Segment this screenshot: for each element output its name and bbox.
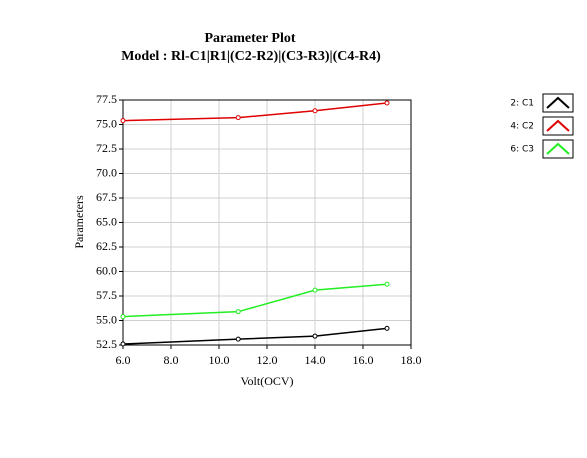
data-point — [120, 341, 126, 347]
data-point — [120, 118, 126, 124]
y-tick-label: 75.0 — [96, 116, 117, 130]
legend-label: 6: C3 — [510, 145, 534, 155]
y-tick-label: 72.5 — [96, 141, 117, 155]
x-tick-label: 18.0 — [401, 353, 422, 367]
y-tick-label: 77.5 — [96, 92, 117, 106]
legend-box — [542, 139, 574, 159]
data-point — [235, 309, 241, 315]
legend-box — [542, 93, 574, 113]
data-point — [312, 108, 318, 114]
data-point — [235, 115, 241, 121]
data-point — [235, 336, 241, 342]
series-line — [122, 283, 388, 318]
y-tick-label: 67.5 — [96, 190, 117, 204]
data-point — [384, 281, 390, 287]
y-tick-label: 62.5 — [96, 239, 117, 253]
y-tick-label: 55.0 — [96, 312, 117, 326]
x-tick-label: 6.0 — [116, 353, 131, 367]
legend-label: 2: C1 — [510, 99, 534, 109]
y-tick-label: 52.5 — [96, 337, 117, 351]
x-tick-label: 8.0 — [164, 353, 179, 367]
legend-swatch — [546, 119, 570, 132]
data-point — [312, 333, 318, 339]
legend-box — [542, 116, 574, 136]
data-point — [120, 314, 126, 320]
series-line — [122, 102, 388, 122]
x-tick-label: 16.0 — [353, 353, 374, 367]
x-tick-label: 12.0 — [257, 353, 278, 367]
legend-swatch — [546, 96, 570, 109]
y-axis-label: Parameters — [72, 195, 86, 249]
y-tick-label: 65.0 — [96, 214, 117, 228]
data-point — [312, 287, 318, 293]
y-tick-label: 70.0 — [96, 165, 117, 179]
y-tick-label: 57.5 — [96, 288, 117, 302]
x-tick-label: 14.0 — [305, 353, 326, 367]
legend-label: 4: C2 — [510, 122, 534, 132]
plot-frame — [122, 99, 412, 346]
y-tick-label: 60.0 — [96, 263, 117, 277]
series-line — [122, 327, 388, 345]
legend-swatch — [546, 142, 570, 155]
x-tick-label: 10.0 — [209, 353, 230, 367]
data-point — [384, 100, 390, 106]
data-point — [384, 325, 390, 331]
x-axis-label: Volt(OCV) — [240, 374, 293, 388]
chart-title: Parameter Plot — [204, 31, 295, 46]
chart-subtitle: Model : Rl-C1|R1|(C2-R2)|(C3-R3)|(C4-R4) — [121, 49, 381, 64]
